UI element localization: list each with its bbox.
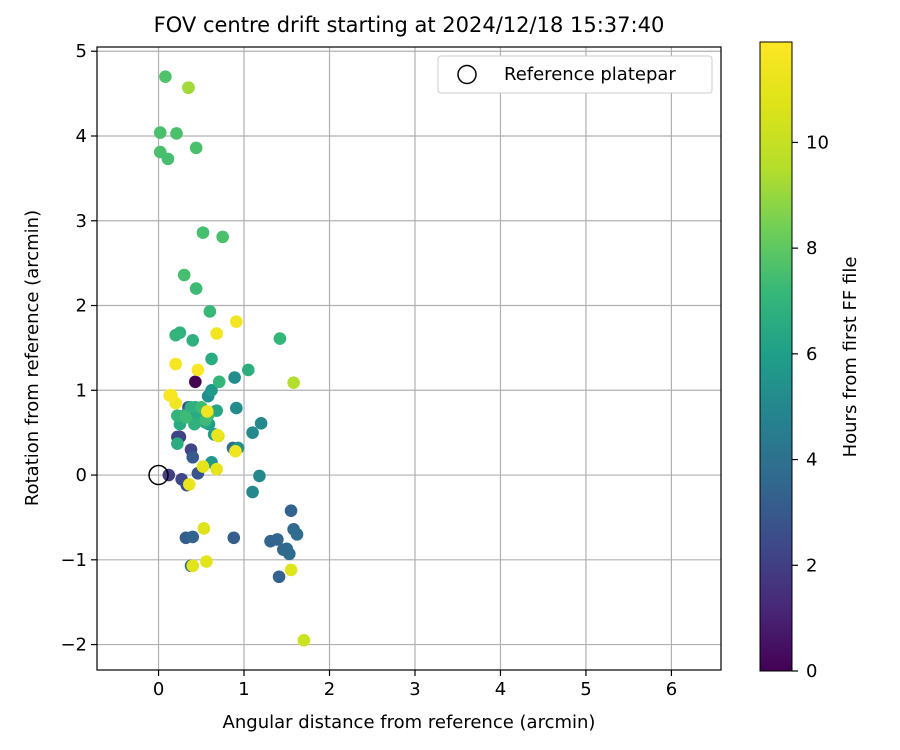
legend: Reference platepar — [437, 55, 713, 94]
data-points — [153, 70, 311, 647]
data-point — [200, 405, 214, 418]
colorbar: 0 2 4 6 8 10 Hours from first FF file — [759, 41, 861, 682]
y-tick-label: 0 — [76, 465, 87, 486]
data-point — [179, 411, 193, 424]
x-axis-label: Angular distance from reference (arcmin) — [223, 712, 596, 733]
colorbar-gradient — [759, 41, 793, 672]
data-point — [203, 305, 217, 318]
y-tick-label: −2 — [60, 635, 87, 656]
data-point — [191, 363, 205, 377]
data-point — [228, 371, 241, 384]
data-point — [189, 282, 203, 295]
data-point — [205, 383, 218, 397]
data-point — [189, 141, 203, 155]
colorbar-label: Hours from first FF file — [840, 257, 861, 458]
x-tick-label: 1 — [238, 679, 249, 700]
colorbar-tick-label: 4 — [806, 450, 817, 471]
x-tick-label: 5 — [580, 679, 591, 700]
data-point — [196, 226, 210, 239]
data-point — [182, 81, 195, 94]
data-point — [171, 437, 184, 450]
data-point — [287, 376, 300, 389]
data-point — [284, 504, 298, 517]
data-point — [186, 559, 200, 573]
data-point — [186, 450, 200, 464]
data-point — [184, 400, 198, 414]
colorbar-tick-label: 0 — [806, 661, 817, 682]
y-tick-label: 4 — [76, 126, 87, 147]
data-point — [212, 375, 226, 389]
colorbar-ticks: 0 2 4 6 8 10 — [792, 132, 829, 682]
data-point — [229, 445, 242, 458]
plot-frame — [96, 46, 722, 671]
data-point — [159, 70, 172, 83]
chart-title: FOV centre drift starting at 2024/12/18 … — [154, 13, 665, 37]
data-point — [210, 327, 223, 340]
x-tick-label: 4 — [495, 679, 506, 700]
grid — [97, 47, 721, 670]
y-tick-label: 1 — [76, 380, 87, 401]
colorbar-tick-label: 2 — [806, 555, 817, 576]
colorbar-tick-label: 8 — [806, 238, 817, 259]
data-point — [290, 528, 304, 541]
data-point — [196, 460, 210, 473]
reference-marker-group — [148, 464, 169, 486]
data-point — [189, 375, 202, 389]
colorbar-tick-label: 10 — [806, 132, 829, 153]
data-point — [230, 315, 243, 328]
data-point — [227, 531, 241, 545]
data-point — [183, 478, 196, 491]
data-point — [254, 417, 268, 430]
data-point — [241, 363, 255, 377]
y-tick-label: 3 — [76, 211, 87, 232]
y-axis: −2 −1 0 1 2 3 4 5 — [60, 41, 97, 656]
data-point — [264, 534, 277, 548]
data-point — [163, 389, 176, 402]
colorbar-tick-label: 6 — [806, 344, 817, 365]
data-point — [170, 127, 183, 140]
reference-platepar-marker — [148, 464, 169, 486]
data-point — [200, 555, 213, 568]
data-point — [177, 268, 191, 282]
data-point — [197, 522, 211, 535]
x-tick-label: 0 — [153, 679, 164, 700]
legend-marker-icon — [457, 64, 477, 85]
data-point — [216, 230, 229, 244]
data-point — [153, 126, 167, 139]
x-tick-label: 6 — [666, 679, 677, 700]
data-point — [186, 333, 200, 347]
y-tick-label: 5 — [76, 41, 87, 62]
data-point — [277, 543, 290, 556]
legend-entry: Reference platepar — [504, 64, 676, 85]
data-point — [205, 352, 218, 366]
data-point — [253, 469, 266, 483]
y-axis-label: Rotation from reference (arcmin) — [22, 210, 43, 506]
data-point — [297, 634, 311, 647]
data-point — [230, 401, 243, 415]
legend-box — [437, 55, 713, 94]
data-point — [273, 332, 287, 345]
data-point — [246, 485, 259, 499]
x-tick-label: 3 — [409, 679, 420, 700]
data-point — [169, 328, 182, 342]
y-tick-label: 2 — [76, 296, 87, 317]
data-point — [161, 152, 175, 166]
data-point — [246, 426, 259, 439]
data-point — [186, 530, 200, 544]
data-point — [210, 462, 223, 476]
data-point — [272, 570, 286, 584]
data-point — [162, 468, 176, 482]
data-point — [169, 357, 182, 371]
data-point — [284, 563, 298, 577]
x-tick-label: 2 — [324, 679, 335, 700]
x-axis: 0 1 2 3 4 5 6 — [153, 670, 677, 700]
y-tick-label: −1 — [60, 550, 87, 571]
data-point — [188, 417, 201, 431]
data-point — [211, 428, 224, 442]
